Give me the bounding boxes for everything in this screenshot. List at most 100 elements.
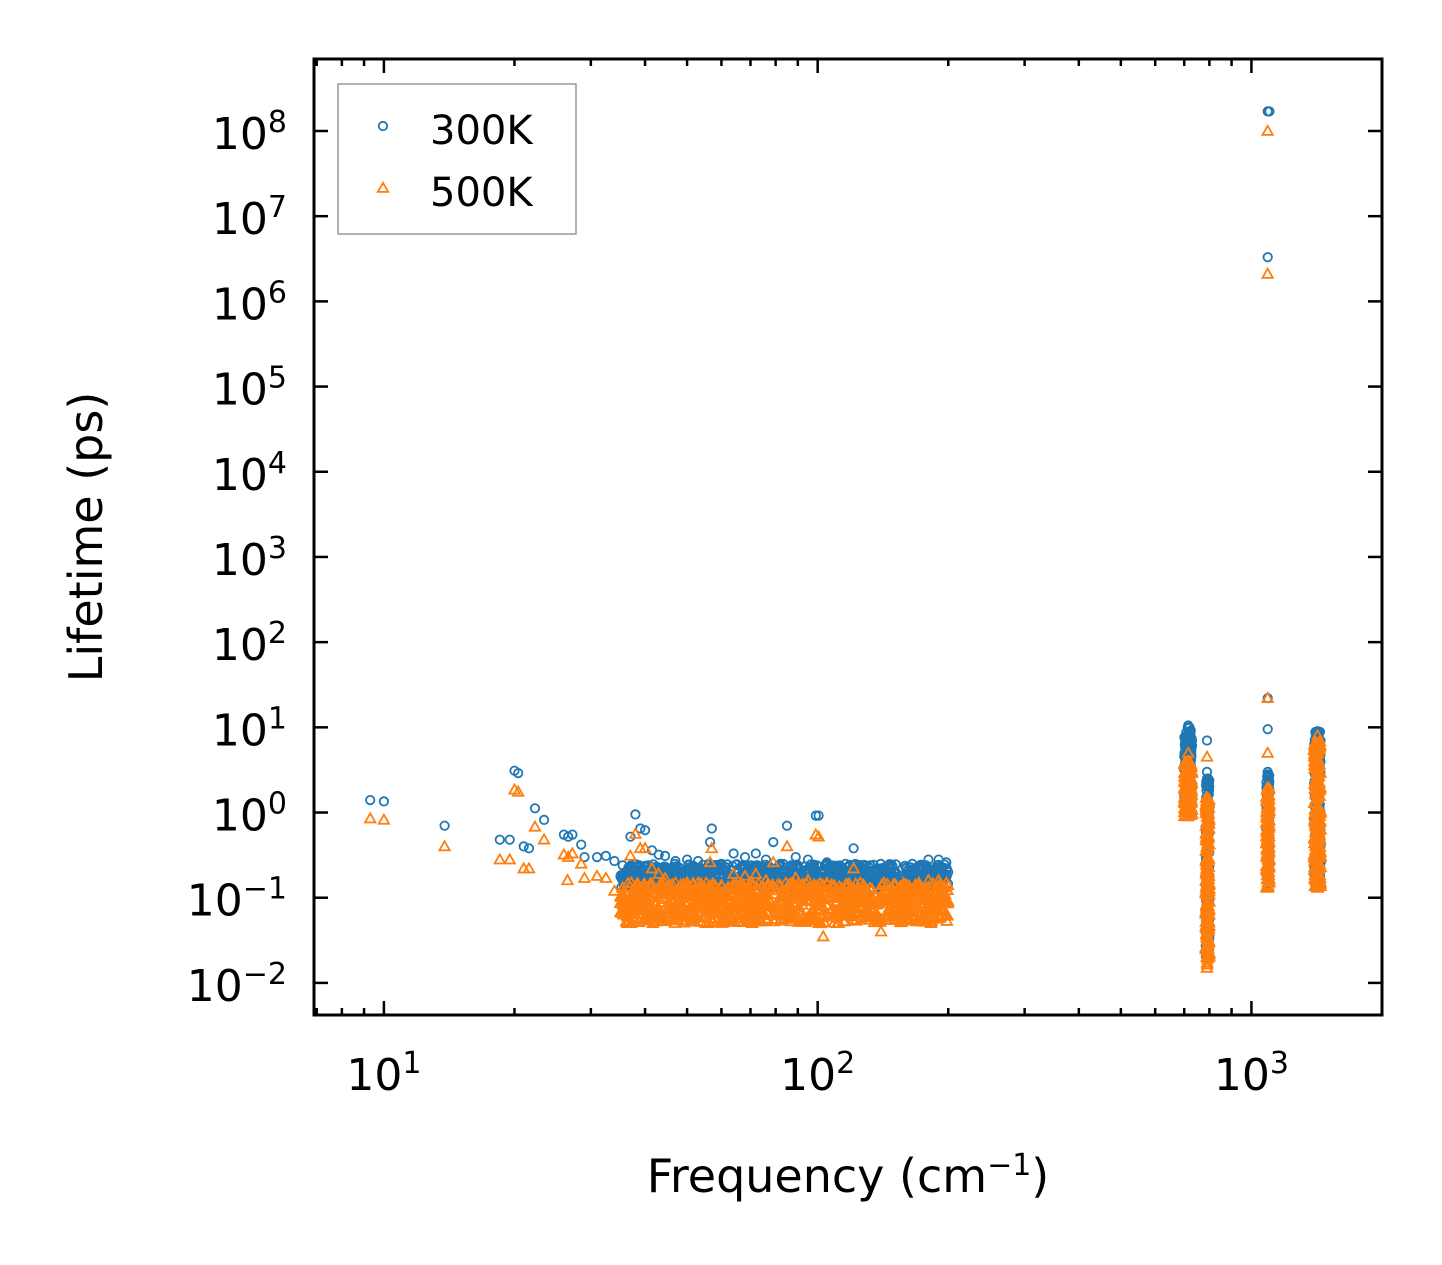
data-point — [759, 885, 774, 898]
data-point — [1199, 866, 1214, 879]
data-point — [1259, 804, 1274, 817]
data-point — [811, 895, 826, 908]
data-point — [670, 855, 681, 867]
data-point — [829, 895, 844, 908]
data-point — [1260, 745, 1275, 758]
data-point — [1262, 766, 1273, 778]
data-point — [1200, 879, 1214, 892]
data-point — [920, 859, 931, 871]
data-point — [887, 887, 901, 899]
data-point — [1200, 749, 1214, 762]
data-point — [1261, 816, 1276, 829]
data-point — [678, 895, 693, 908]
y-tick-label-base: 10 — [212, 279, 268, 330]
data-point — [528, 819, 542, 832]
data-point — [628, 826, 643, 839]
data-point — [754, 905, 769, 918]
data-point — [717, 876, 728, 888]
data-point — [518, 841, 529, 852]
data-point — [1178, 791, 1192, 804]
data-point — [864, 860, 876, 871]
data-point — [729, 877, 744, 890]
legend-marker-500k — [376, 180, 390, 193]
data-point — [846, 861, 861, 874]
data-point — [1201, 919, 1215, 932]
data-point — [853, 898, 867, 911]
data-point — [765, 908, 779, 921]
data-point — [645, 861, 659, 874]
y-tick-label: 10−2 — [187, 956, 287, 1012]
data-point — [1199, 884, 1213, 897]
data-point — [1313, 738, 1327, 750]
data-point — [643, 879, 657, 892]
data-point — [787, 889, 801, 902]
data-point — [513, 767, 524, 779]
data-point — [724, 889, 739, 901]
y-tick-label: 104 — [212, 445, 287, 501]
y-tick-label: 10−1 — [187, 871, 287, 927]
data-point — [827, 905, 842, 917]
data-point — [843, 884, 857, 897]
data-point — [1184, 722, 1195, 733]
data-point — [812, 915, 827, 928]
tick-labels: 101 102 10310−210−110010110210310410510610… — [187, 104, 1289, 1101]
data-point — [632, 915, 646, 928]
y-tick-label-base: 10 — [212, 535, 268, 586]
data-point — [1202, 816, 1216, 829]
data-point — [808, 859, 820, 870]
data-point — [800, 892, 815, 905]
data-point — [623, 848, 638, 861]
data-point — [1310, 790, 1325, 803]
data-point — [718, 871, 729, 882]
data-point — [783, 878, 798, 891]
x-tick-label-base: 10 — [346, 1050, 402, 1101]
data-point — [775, 865, 786, 876]
data-point — [1260, 266, 1275, 279]
data-point — [816, 878, 830, 891]
data-point — [896, 896, 911, 909]
data-point — [860, 903, 874, 916]
data-point — [830, 916, 845, 928]
data-point — [1201, 766, 1213, 778]
data-point — [538, 814, 550, 826]
data-point — [1308, 860, 1323, 872]
data-point — [888, 866, 900, 878]
data-point — [790, 851, 801, 863]
y-tick-label-base: 10 — [212, 194, 268, 245]
data-point — [844, 909, 858, 922]
x-tick-label-exp: 3 — [1270, 1046, 1289, 1081]
data-point — [627, 896, 642, 909]
data-point — [1181, 755, 1196, 768]
data-point — [828, 883, 843, 896]
data-point — [895, 913, 909, 925]
data-point — [437, 839, 452, 852]
data-point — [773, 913, 788, 926]
data-point — [929, 900, 944, 913]
x-axis-title-tail: ) — [1031, 1149, 1049, 1203]
y-tick-label-exp: 1 — [268, 701, 287, 736]
data-point — [766, 855, 781, 868]
y-tick-label-exp: 0 — [268, 786, 287, 821]
data-point — [377, 812, 391, 825]
legend-label-500k: 500K — [430, 170, 534, 216]
data-point — [714, 885, 729, 898]
data-point — [619, 914, 633, 927]
data-point — [760, 854, 772, 865]
data-point — [1183, 741, 1194, 752]
data-point — [726, 866, 741, 879]
data-point — [565, 846, 580, 859]
data-point — [637, 876, 652, 889]
data-point — [1262, 860, 1276, 873]
x-tick-label: 101 — [346, 1046, 421, 1102]
data-point — [705, 876, 720, 889]
data-point — [814, 879, 828, 892]
data-point — [651, 866, 666, 879]
y-tick-label: 100 — [212, 786, 287, 842]
data-point — [863, 880, 877, 893]
data-point — [749, 866, 763, 879]
data-point — [736, 878, 751, 891]
data-point — [621, 876, 635, 889]
data-point — [919, 905, 933, 918]
